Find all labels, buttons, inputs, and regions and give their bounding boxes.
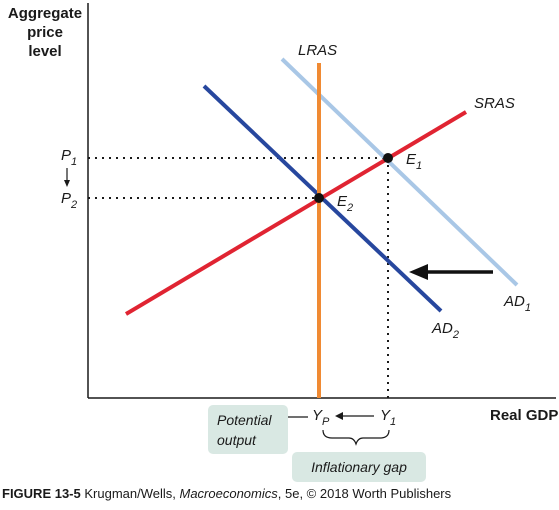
potential-output-line-1: Potential [217,412,272,428]
y-axis-label-line-3: level [28,43,61,60]
potential-output-box [208,405,288,454]
potential-output-line-2: output [217,432,257,448]
x-axis-label: Real GDP [490,407,558,424]
shift-arrow-head [409,264,428,280]
gap-arrow-head [335,412,343,420]
caption-rest: , 5e, © 2018 Worth Publishers [277,486,452,501]
ad2-label: AD2 [431,320,459,341]
inflationary-gap-box [292,452,426,482]
lras-label: LRAS [298,42,337,59]
figure-caption: FIGURE 13-5 Krugman/Wells, Macroeconomic… [2,486,559,501]
caption-book-title: Macroeconomics [179,486,278,501]
price-arrow-head [64,180,70,187]
gap-brace [322,429,390,446]
y1-label: Y1 [380,407,396,428]
sras-label: SRAS [474,95,515,112]
caption-authors: Krugman/Wells, [80,486,180,501]
inflationary-gap-label: Inflationary gap [311,459,407,475]
e2-label: E2 [337,193,353,214]
sras-curve [124,110,468,316]
caption-figure-number: FIGURE 13-5 [2,486,81,501]
ad1-curve [280,57,519,287]
e1-label: E1 [406,151,422,172]
y-axis-label-line-1: Aggregate [8,5,82,22]
yp-label: YP [312,407,330,428]
e1-point [383,153,393,163]
p2-label: P2 [61,190,77,211]
ad1-label: AD1 [503,293,531,314]
y-axis-label-line-2: price [27,24,63,41]
e2-point [314,193,324,203]
p1-label: P1 [61,147,77,168]
